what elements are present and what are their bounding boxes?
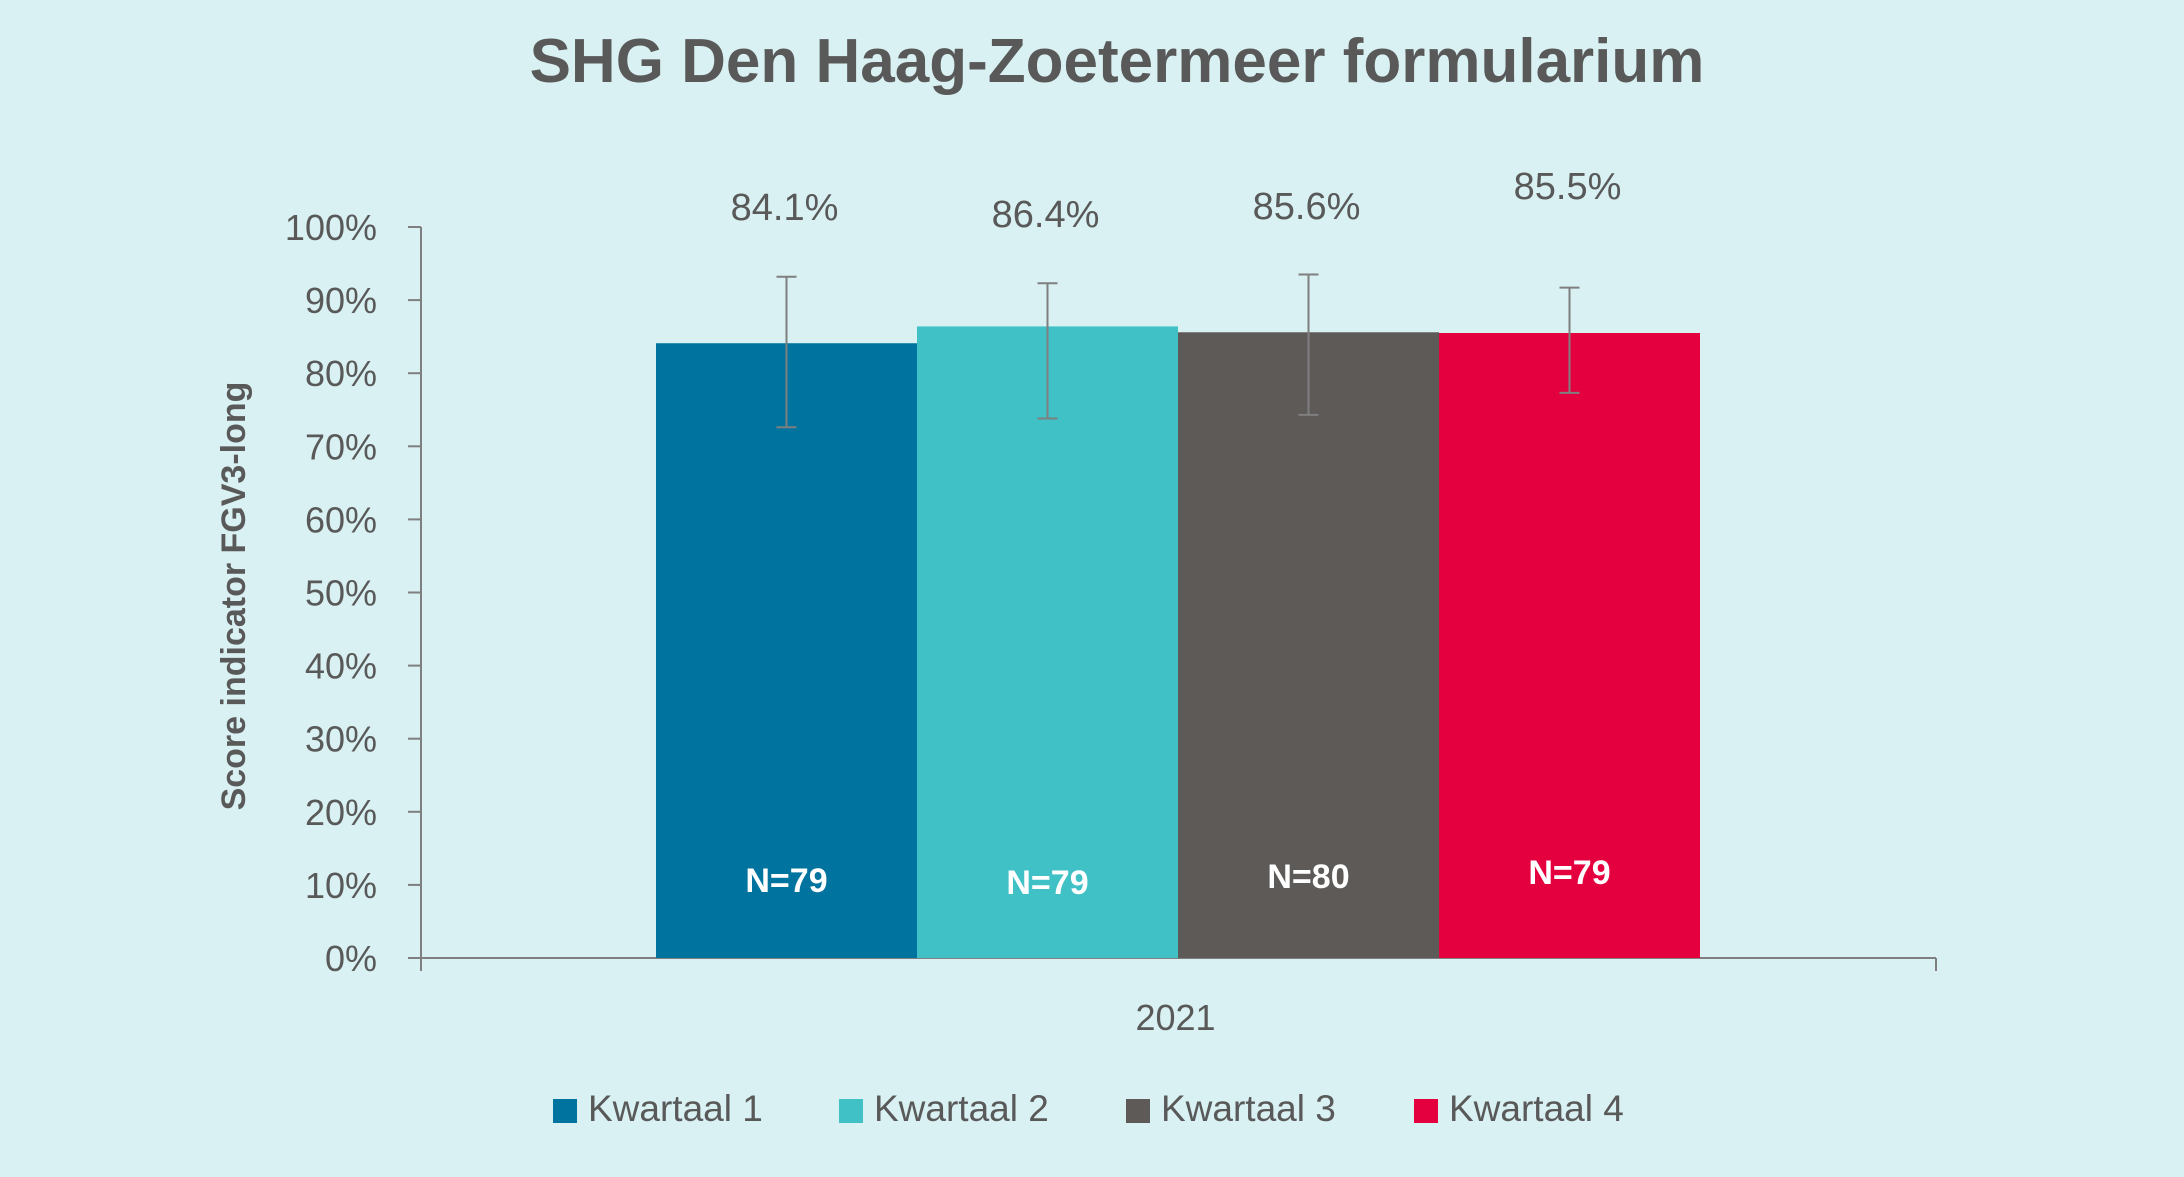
y-tick-label: 70% (305, 426, 377, 467)
legend-swatch (1126, 1099, 1150, 1123)
n-label: N=79 (745, 862, 827, 900)
data-label: 85.6% (1253, 186, 1361, 228)
y-tick-label: 50% (305, 573, 377, 614)
y-tick-label: 90% (305, 280, 377, 321)
legend-label: Kwartaal 2 (874, 1088, 1049, 1129)
legend-label: Kwartaal 1 (588, 1088, 763, 1129)
y-tick-label: 80% (305, 353, 377, 394)
data-label: 86.4% (992, 194, 1100, 236)
bar-1 (656, 343, 917, 958)
plot-area: 0% 10% 20% 30% 40% 50% 60% 70% 80% 90% 100% 2021 84.… (285, 166, 1937, 1129)
bar-3 (1178, 332, 1439, 958)
chart-title: SHG Den Haag-Zoetermeer formularium (530, 27, 1705, 96)
legend-swatch (1414, 1099, 1438, 1123)
y-tick-label: 0% (325, 938, 377, 979)
legend-swatch (839, 1099, 863, 1123)
y-axis-title: Score indicator FGV3-long (215, 382, 253, 811)
y-tick-label: 60% (305, 499, 377, 540)
n-label: N=80 (1267, 858, 1349, 896)
y-tick-label: 100% (285, 207, 377, 248)
data-label: 84.1% (731, 187, 839, 229)
y-tick-label: 30% (305, 719, 377, 760)
legend-swatch (553, 1099, 577, 1123)
x-category-label: 2021 (1135, 997, 1215, 1038)
bar-4 (1439, 332, 1700, 958)
y-tick-label: 40% (305, 646, 377, 687)
y-tick-label: 20% (305, 792, 377, 833)
legend-label: Kwartaal 3 (1161, 1088, 1336, 1129)
data-label: 85.5% (1514, 166, 1622, 208)
n-label: N=79 (1528, 854, 1610, 892)
bar-2 (917, 326, 1178, 958)
y-tick-label: 10% (305, 865, 377, 906)
legend-label: Kwartaal 4 (1449, 1088, 1624, 1129)
n-label: N=79 (1006, 864, 1088, 902)
